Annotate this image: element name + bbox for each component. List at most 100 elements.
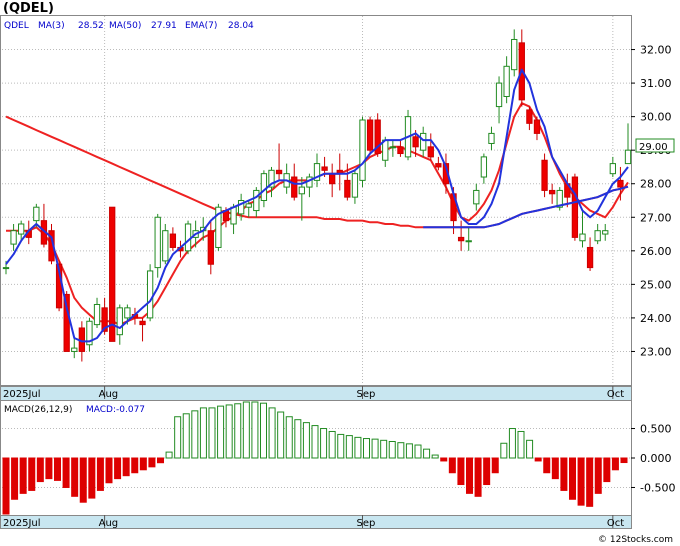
macd-bar xyxy=(191,410,199,459)
candle-body xyxy=(594,230,601,242)
macd-bar xyxy=(277,411,285,459)
macd-bar xyxy=(88,457,96,499)
candle-body xyxy=(10,230,17,245)
candle-body xyxy=(207,230,214,265)
candle-body xyxy=(526,109,533,124)
macd-bar xyxy=(148,457,156,468)
price-y-tick-label: 28.00 xyxy=(640,178,672,191)
macd-bar xyxy=(371,438,379,459)
macd-bar xyxy=(53,457,62,481)
macd-bar xyxy=(62,457,70,488)
macd-bar xyxy=(517,430,525,459)
macd-bar xyxy=(45,457,53,480)
macd-bar xyxy=(225,404,233,459)
candle-body xyxy=(427,146,434,158)
candle-body xyxy=(124,307,131,319)
date-axis-band xyxy=(0,386,632,401)
macd-bar xyxy=(79,457,87,503)
date-axis-label: Sep xyxy=(357,389,376,400)
candle-body xyxy=(480,156,488,178)
macd-bar xyxy=(620,457,628,464)
candlestick-group xyxy=(2,29,632,362)
macd-bar xyxy=(285,416,293,459)
price-y-tick-label: 25.00 xyxy=(640,278,672,291)
macd-bar xyxy=(294,419,302,459)
macd-value-label: MACD:-0.077 xyxy=(86,405,145,415)
candle-body xyxy=(109,206,116,342)
candle-body xyxy=(435,163,442,168)
candle-body xyxy=(237,200,245,215)
macd-bar xyxy=(182,413,190,459)
candle-body xyxy=(313,163,321,181)
last-price-label: 29.00 xyxy=(639,142,668,153)
macd-y-tick-label: 0.000 xyxy=(640,452,672,465)
macd-bar xyxy=(405,443,413,459)
macd-y-axis: 0.500 0.000 -0.500 xyxy=(631,423,675,494)
candle-body xyxy=(260,173,268,201)
candle-body xyxy=(412,136,419,148)
macd-bar xyxy=(423,448,431,459)
macd-bar xyxy=(362,438,371,459)
candle-body xyxy=(420,132,427,151)
price-y-tick-label: 26.00 xyxy=(640,245,672,258)
candle-body xyxy=(215,206,222,248)
candle-body xyxy=(511,38,518,71)
macd-bar xyxy=(508,428,516,459)
macd-bar xyxy=(354,436,362,459)
candle-body xyxy=(146,270,154,319)
macd-date-axis-band xyxy=(0,515,632,529)
price-y-tick-label: 24.00 xyxy=(640,312,672,325)
price-y-tick-label: 31.00 xyxy=(640,77,672,90)
macd-bar xyxy=(551,457,559,480)
macd-bar xyxy=(311,425,319,459)
macd-bar xyxy=(560,457,568,491)
macd-bar xyxy=(388,440,396,459)
macd-date-axis-labels: 2025Jul Aug Sep Oct xyxy=(3,515,624,529)
candle-body xyxy=(245,203,252,208)
candle-body xyxy=(579,233,586,242)
macd-y-tick-label: 0.500 xyxy=(640,423,672,436)
macd-bar xyxy=(174,416,182,459)
macd-bar xyxy=(474,457,482,497)
macd-bar xyxy=(11,457,19,500)
macd-bar xyxy=(594,457,602,494)
candle-body xyxy=(473,189,480,205)
macd-date-axis-label: Sep xyxy=(357,518,376,529)
macd-bar xyxy=(500,442,508,459)
candle-body xyxy=(382,139,389,161)
macd-bar xyxy=(465,457,474,494)
candle-body xyxy=(548,189,556,195)
candle-body xyxy=(139,320,146,326)
macd-bar-group xyxy=(2,401,628,515)
candle-body xyxy=(321,166,328,171)
macd-bar xyxy=(603,457,611,483)
candle-body xyxy=(18,223,25,235)
macd-bar xyxy=(259,402,268,459)
candle-body xyxy=(617,179,624,188)
macd-bar xyxy=(208,407,216,459)
candle-body xyxy=(33,206,40,222)
macd-date-axis-label: Aug xyxy=(99,518,119,529)
candle-body xyxy=(275,169,283,175)
date-axis-label: Oct xyxy=(607,389,624,400)
macd-bar xyxy=(71,457,79,497)
candle-body xyxy=(116,307,123,336)
macd-date-axis-label: Oct xyxy=(607,518,624,529)
ma3-line xyxy=(5,68,629,343)
candle-body xyxy=(374,119,381,155)
macd-bar xyxy=(105,457,113,484)
macd-bar xyxy=(122,457,130,477)
candle-body xyxy=(268,169,275,188)
candle-body xyxy=(2,267,10,270)
legend-ma3-label: MA(3) xyxy=(38,21,65,31)
watermark: © 12Stocks.com xyxy=(598,535,673,545)
candle-body xyxy=(571,176,579,238)
macd-bar xyxy=(448,457,456,474)
macd-bar xyxy=(19,457,27,494)
macd-bar xyxy=(345,435,353,459)
macd-bar xyxy=(328,430,336,459)
macd-bar xyxy=(2,457,10,515)
macd-bar xyxy=(156,457,165,464)
macd-bar xyxy=(380,439,388,459)
macd-bar xyxy=(28,457,36,491)
